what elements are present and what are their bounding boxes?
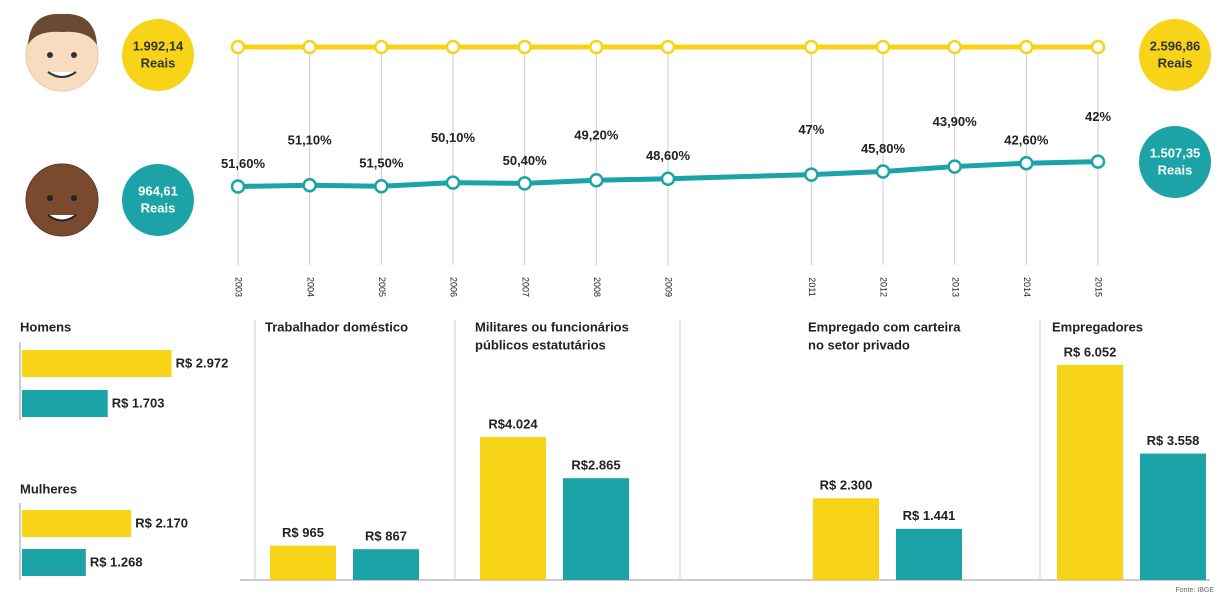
value-label: R$4.024 <box>488 416 538 431</box>
reference-point <box>1019 39 1034 55</box>
value-label: 42,60% <box>1004 133 1049 148</box>
x-tick-label: 2006 <box>449 277 459 297</box>
x-tick-label: 2007 <box>520 277 530 297</box>
gap-point <box>374 178 389 194</box>
value-label: 50,10% <box>431 130 476 145</box>
value-label: R$ 2.972 <box>176 355 229 370</box>
bar <box>22 390 108 417</box>
gap-point <box>230 179 246 194</box>
group-title: Militares ou funcionários <box>475 319 629 334</box>
bar <box>1140 453 1206 580</box>
reference-point <box>875 39 891 55</box>
bubble-value: 2.596,86 <box>1150 38 1201 53</box>
bar <box>813 498 879 580</box>
bubble-value: 1.507,35 <box>1150 145 1201 160</box>
bubble <box>1139 126 1211 198</box>
reference-point <box>230 39 246 55</box>
value-label: 48,60% <box>646 148 691 163</box>
gap-line <box>237 159 1099 189</box>
bubble-unit: Reais <box>1158 55 1193 70</box>
value-label: R$ 6.052 <box>1064 344 1117 359</box>
x-tick-label: 2013 <box>950 277 960 297</box>
gap-point <box>1090 154 1106 169</box>
bubble-unit: Reais <box>1158 162 1193 177</box>
gap-point <box>445 175 461 190</box>
bubble-unit: Reais <box>141 200 176 215</box>
value-label: R$ 867 <box>365 529 407 544</box>
bar <box>270 545 336 580</box>
face-white <box>25 13 99 92</box>
gap-point <box>947 159 962 174</box>
gap-point <box>589 173 604 188</box>
x-tick-label: 2015 <box>1094 277 1104 297</box>
x-tick-label: 2012 <box>879 277 889 297</box>
gap-point <box>1019 155 1034 171</box>
bubble <box>1139 19 1211 91</box>
bubble <box>122 19 194 91</box>
value-label: 45,80% <box>861 141 906 156</box>
value-label: 43,90% <box>933 114 978 129</box>
bar <box>896 528 962 580</box>
bubble-value: 964,61 <box>138 183 178 198</box>
bar <box>480 436 546 580</box>
gap-point <box>517 176 532 191</box>
value-label: 51,10% <box>288 133 333 148</box>
bar <box>563 478 629 580</box>
bar <box>22 549 86 576</box>
bar <box>353 549 419 580</box>
face-black <box>25 163 99 237</box>
gap-point <box>660 171 676 186</box>
bar <box>1057 364 1123 580</box>
value-label: R$2.865 <box>571 458 620 473</box>
reference-point <box>374 39 389 55</box>
reference-point <box>517 39 532 55</box>
x-tick-label: 2014 <box>1022 277 1032 297</box>
value-label: 50,40% <box>503 153 548 168</box>
bubble <box>122 164 194 236</box>
value-label: 49,20% <box>574 128 619 143</box>
value-label: R$ 1.268 <box>90 554 143 569</box>
value-label: R$ 965 <box>282 525 324 540</box>
x-tick-label: 2009 <box>664 277 674 297</box>
bubble-value: 1.992,14 <box>133 38 184 53</box>
reference-point <box>1090 39 1106 55</box>
value-label: 51,60% <box>221 156 266 171</box>
group-label: Homens <box>20 319 71 334</box>
x-tick-label: 2003 <box>234 277 244 297</box>
gap-point <box>302 177 317 193</box>
reference-point <box>947 39 962 55</box>
x-tick-label: 2011 <box>807 277 817 296</box>
reference-point <box>302 39 317 55</box>
value-label: R$ 2.300 <box>820 478 873 493</box>
value-label: R$ 2.170 <box>135 515 188 530</box>
gap-point <box>804 167 819 182</box>
group-title: públicos estatutários <box>475 337 606 352</box>
reference-point <box>660 39 676 55</box>
group-title: Empregado com carteira <box>808 319 961 334</box>
reference-point <box>445 39 461 55</box>
source: Fonte: IBGE <box>1175 587 1214 594</box>
group-label: Mulheres <box>20 481 77 496</box>
value-label: R$ 3.558 <box>1147 433 1200 448</box>
x-tick-label: 2008 <box>592 277 602 297</box>
bar <box>22 510 132 537</box>
x-tick-label: 2005 <box>377 277 387 297</box>
value-label: 51,50% <box>359 156 404 171</box>
gap-point <box>875 164 891 179</box>
value-label: 42% <box>1085 109 1111 124</box>
bubble-unit: Reais <box>141 55 176 70</box>
reference-point <box>804 39 819 55</box>
group-title: Empregadores <box>1052 319 1143 334</box>
x-tick-label: 2004 <box>305 277 315 297</box>
reference-point <box>589 39 604 55</box>
group-title: Trabalhador doméstico <box>265 319 408 334</box>
value-label: R$ 1.441 <box>903 508 956 523</box>
group-title: no setor privado <box>808 337 910 352</box>
bar <box>22 350 172 377</box>
value-label: R$ 1.703 <box>112 395 165 410</box>
value-label: 47% <box>798 122 824 137</box>
